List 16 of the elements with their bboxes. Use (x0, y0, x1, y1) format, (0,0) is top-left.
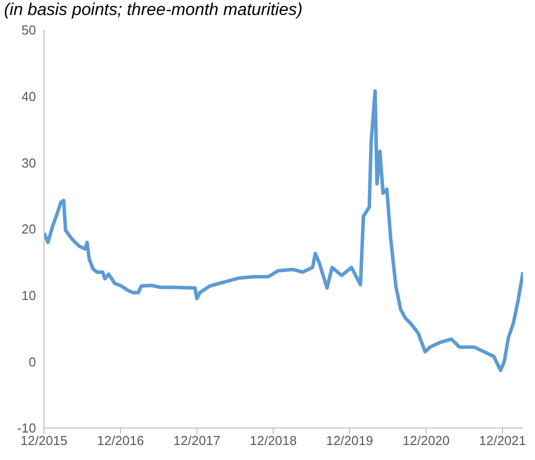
x-tick-label: 12/2020 (402, 433, 450, 448)
line-series (44, 89, 523, 372)
y-tick-label: 20 (22, 222, 36, 237)
chart-subtitle: (in basis points; three-month maturities) (3, 0, 304, 20)
y-tick-label: 30 (22, 155, 36, 170)
x-tick-label: 12/2016 (97, 433, 144, 448)
x-tick-label: 12/2018 (250, 433, 297, 448)
y-tick-label: 50 (22, 22, 36, 38)
x-tick-label: 12/2021 (479, 433, 526, 448)
y-tick-label: 40 (22, 88, 36, 104)
x-tick-label: 12/2015 (20, 433, 68, 448)
y-tick-label: 0 (28, 354, 36, 370)
y-tick-label: 10 (22, 288, 36, 303)
y-tick-label: -10 (17, 420, 36, 436)
x-tick-label: 12/2017 (173, 433, 220, 448)
x-tick-label: 12/2019 (326, 433, 374, 448)
